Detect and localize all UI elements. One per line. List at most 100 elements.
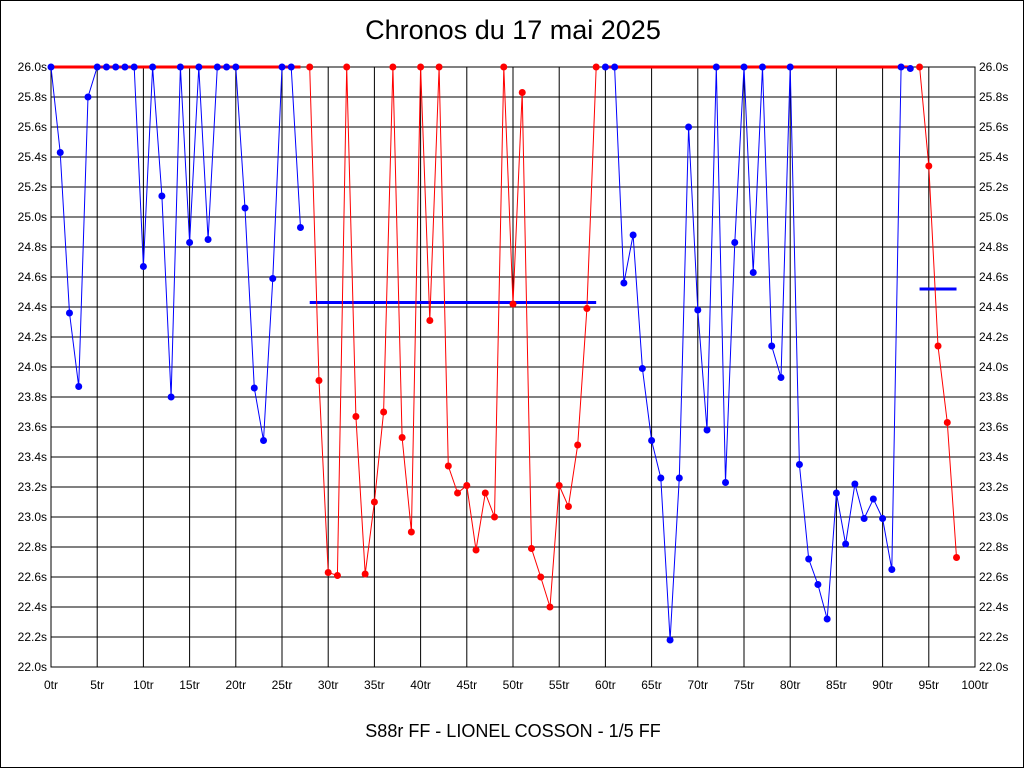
y-tick-label-right: 23.0s xyxy=(979,510,1008,524)
data-point xyxy=(130,63,138,71)
data-point xyxy=(906,65,914,72)
data-point xyxy=(306,63,314,71)
x-tick-label: 65tr xyxy=(641,678,662,692)
data-point xyxy=(953,554,961,561)
y-tick-label-left: 26.0s xyxy=(18,60,47,74)
data-point xyxy=(352,413,360,420)
data-point xyxy=(389,63,397,71)
data-point xyxy=(888,566,896,573)
data-point xyxy=(805,555,813,563)
x-tick-label: 95tr xyxy=(918,678,939,692)
data-point xyxy=(758,63,766,71)
data-point xyxy=(158,192,166,200)
x-tick-label: 80tr xyxy=(780,678,801,692)
data-point xyxy=(666,636,674,644)
data-point xyxy=(527,545,535,552)
data-point xyxy=(278,63,286,71)
x-tick-label: 45tr xyxy=(456,678,477,692)
data-point xyxy=(149,63,157,71)
y-tick-label-left: 23.8s xyxy=(18,390,47,404)
x-tick-label: 55tr xyxy=(549,678,570,692)
data-point xyxy=(84,93,92,101)
x-tick-label: 40tr xyxy=(410,678,431,692)
data-point xyxy=(407,528,415,536)
data-point xyxy=(112,63,120,71)
series-line xyxy=(50,66,301,441)
data-point xyxy=(611,63,619,71)
data-point xyxy=(648,437,656,444)
y-tick-label-right: 23.2s xyxy=(979,480,1008,494)
y-tick-label-left: 24.0s xyxy=(18,360,47,374)
data-point xyxy=(795,461,803,468)
data-point xyxy=(398,434,406,441)
y-tick-label-left: 22.2s xyxy=(18,630,47,644)
data-point xyxy=(241,204,249,212)
data-point xyxy=(444,462,452,470)
y-tick-label-right: 24.8s xyxy=(979,240,1008,254)
data-point xyxy=(417,63,425,71)
y-tick-label-left: 22.6s xyxy=(18,570,47,584)
data-point xyxy=(195,63,203,71)
data-point xyxy=(361,570,369,578)
data-point xyxy=(860,515,868,522)
data-point xyxy=(574,441,582,449)
data-point xyxy=(943,419,951,426)
series-line xyxy=(919,66,957,558)
x-tick-label: 90tr xyxy=(872,678,893,692)
data-point xyxy=(722,479,730,486)
data-point xyxy=(56,149,64,156)
data-point xyxy=(768,342,776,350)
data-point xyxy=(851,480,859,488)
data-point xyxy=(463,482,471,489)
x-tick-label: 100tr xyxy=(961,678,988,692)
x-tick-label: 75tr xyxy=(734,678,755,692)
data-point xyxy=(315,377,323,384)
data-point xyxy=(555,482,563,489)
data-point xyxy=(638,365,646,372)
data-point xyxy=(537,573,545,581)
data-point xyxy=(186,239,194,246)
data-point xyxy=(601,63,609,71)
data-point xyxy=(879,515,887,522)
data-point xyxy=(564,503,572,510)
x-tick-label: 0tr xyxy=(44,678,58,692)
data-point xyxy=(657,474,665,482)
y-tick-label-right: 23.4s xyxy=(979,450,1008,464)
x-tick-label: 10tr xyxy=(133,678,154,692)
y-tick-label-left: 24.6s xyxy=(18,270,47,284)
data-point xyxy=(167,393,175,401)
data-point xyxy=(916,63,924,71)
data-point xyxy=(685,123,693,131)
y-tick-label-left: 23.4s xyxy=(18,450,47,464)
data-point xyxy=(491,513,499,521)
data-point xyxy=(204,236,212,243)
y-tick-label-right: 25.4s xyxy=(979,150,1008,164)
x-tick-label: 5tr xyxy=(90,678,104,692)
data-point xyxy=(832,489,840,497)
y-tick-label-right: 22.0s xyxy=(979,660,1008,674)
data-point xyxy=(592,63,600,71)
y-tick-label-right: 25.2s xyxy=(979,180,1008,194)
data-point xyxy=(925,162,933,170)
data-point xyxy=(869,495,877,503)
data-point xyxy=(583,305,591,312)
data-point xyxy=(786,63,794,71)
data-point xyxy=(500,63,508,71)
data-point xyxy=(47,63,55,71)
data-point xyxy=(629,231,637,239)
y-tick-label-right: 22.2s xyxy=(979,630,1008,644)
data-point xyxy=(426,317,434,324)
data-point xyxy=(287,63,295,71)
data-point xyxy=(269,275,277,282)
x-tick-label: 25tr xyxy=(272,678,293,692)
data-point xyxy=(380,408,388,416)
data-point xyxy=(703,426,711,434)
x-tick-label: 60tr xyxy=(595,678,616,692)
data-point xyxy=(343,63,351,71)
x-tick-label: 35tr xyxy=(364,678,385,692)
data-point xyxy=(749,269,757,276)
data-point xyxy=(121,63,129,71)
y-tick-label-left: 25.4s xyxy=(18,150,47,164)
y-tick-label-right: 22.4s xyxy=(979,600,1008,614)
